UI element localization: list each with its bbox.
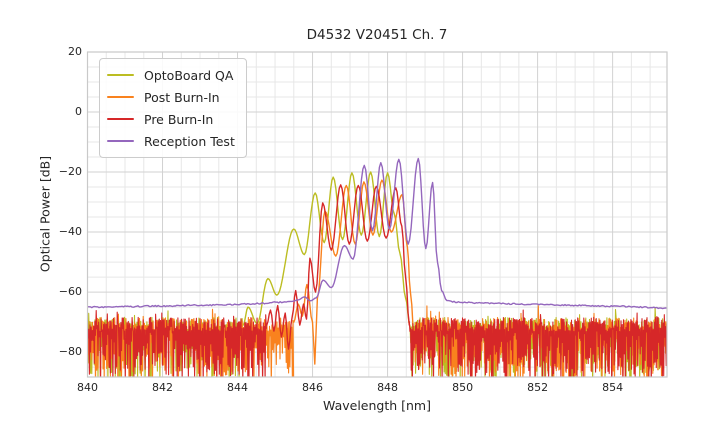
legend-label: OptoBoard QA <box>144 67 234 83</box>
y-tick--60: −60 <box>58 285 82 299</box>
legend-label: Pre Burn-In <box>144 111 214 127</box>
x-tick-842: 842 <box>152 381 174 394</box>
x-axis-label: Wavelength [nm] <box>323 398 431 413</box>
x-tick-844: 844 <box>227 381 249 394</box>
x-tick-852: 852 <box>527 381 549 394</box>
legend-label: Post Burn-In <box>144 89 220 105</box>
legend-entry: Reception Test <box>107 130 235 152</box>
y-tick-0: 0 <box>75 105 82 119</box>
chart-title: D4532 V20451 Ch. 7 <box>306 27 448 43</box>
axes-frame <box>86 51 668 378</box>
legend-label: Reception Test <box>144 133 235 149</box>
y-tick--40: −40 <box>58 225 82 239</box>
x-tick-840: 840 <box>77 381 98 394</box>
legend: OptoBoard QA Post Burn-In Pre Burn-In Recep… <box>99 58 247 158</box>
legend-line-swatch <box>107 73 134 77</box>
legend-line-swatch <box>107 95 134 99</box>
x-tick-848: 848 <box>377 381 399 394</box>
x-tick-846: 846 <box>302 381 324 394</box>
series-noise-pre-burn-in <box>408 309 667 377</box>
y-tick--20: −20 <box>58 165 82 179</box>
y-tick-20: 20 <box>68 45 82 58</box>
series-layer <box>87 157 667 377</box>
legend-entry: Post Burn-In <box>107 86 235 108</box>
legend-line-swatch <box>107 117 134 121</box>
series-line-reception-test <box>87 157 667 310</box>
legend-entry: Pre Burn-In <box>107 108 235 130</box>
series-line-post-burn-in <box>293 179 416 365</box>
series-noise-pre-burn-in <box>87 310 267 377</box>
series-line-pre-burn-in <box>266 184 410 350</box>
x-tick-854: 854 <box>602 381 624 394</box>
legend-line-swatch <box>107 139 134 143</box>
legend-entry: OptoBoard QA <box>107 64 235 86</box>
x-tick-850: 850 <box>452 381 474 394</box>
y-tick--80: −80 <box>58 345 82 359</box>
